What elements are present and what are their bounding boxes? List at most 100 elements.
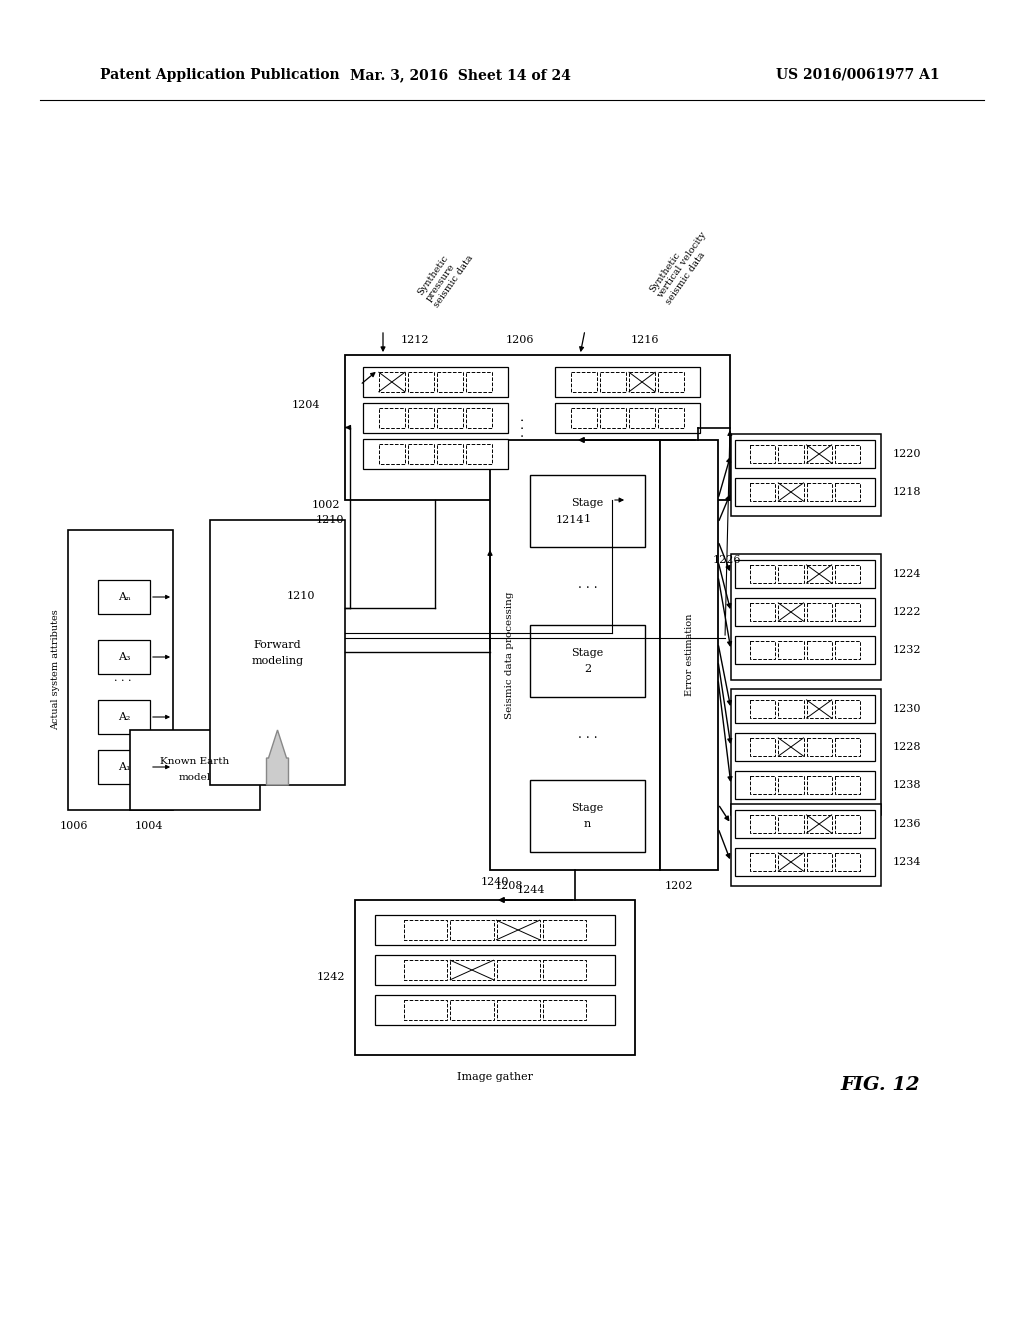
Bar [451, 1001, 494, 1020]
Bar [570, 372, 597, 392]
Bar [555, 367, 700, 397]
Text: 1208: 1208 [495, 880, 523, 891]
Bar [735, 810, 874, 838]
Text: model: model [179, 774, 211, 783]
Text: 1236: 1236 [893, 818, 922, 829]
Bar [778, 642, 804, 659]
Text: modeling: modeling [252, 656, 303, 665]
Text: 1238: 1238 [893, 780, 922, 789]
Bar [835, 853, 860, 871]
Bar [437, 372, 463, 392]
Bar [731, 689, 881, 814]
Bar [807, 565, 831, 583]
Bar [375, 915, 615, 945]
Bar [130, 730, 260, 810]
Bar [497, 1001, 540, 1020]
Text: . . .: . . . [513, 417, 526, 437]
Bar [375, 954, 615, 985]
Bar [807, 776, 831, 795]
Bar [735, 478, 874, 506]
Bar [778, 700, 804, 718]
Bar [807, 738, 831, 756]
Text: 2: 2 [584, 664, 591, 675]
Text: Image gather: Image gather [457, 1072, 534, 1082]
Text: 1: 1 [584, 513, 591, 524]
Bar [807, 814, 831, 833]
Bar [98, 750, 150, 784]
Bar [735, 771, 874, 799]
Bar [543, 920, 586, 940]
Bar [807, 853, 831, 871]
Bar [807, 700, 831, 718]
Bar [835, 738, 860, 756]
Text: 1228: 1228 [893, 742, 922, 752]
Bar [379, 372, 404, 392]
Text: 1206: 1206 [506, 335, 535, 345]
Text: 1220: 1220 [893, 449, 922, 459]
Text: 1216: 1216 [631, 335, 659, 345]
Text: Synthetic
pressure
seismic data: Synthetic pressure seismic data [416, 242, 475, 309]
Bar [600, 372, 626, 392]
Bar [497, 960, 540, 979]
Text: 1242: 1242 [316, 973, 345, 982]
Bar [362, 367, 508, 397]
Text: A₃: A₃ [118, 652, 130, 663]
Text: 1232: 1232 [893, 645, 922, 655]
Bar [379, 445, 404, 463]
Text: Actual system attributes: Actual system attributes [51, 610, 60, 730]
Bar [345, 355, 730, 500]
Bar [362, 403, 508, 433]
Bar [807, 445, 831, 463]
Text: Mar. 3, 2016  Sheet 14 of 24: Mar. 3, 2016 Sheet 14 of 24 [349, 69, 570, 82]
Text: Known Earth: Known Earth [161, 758, 229, 767]
Bar [731, 804, 881, 886]
Bar [751, 445, 775, 463]
Text: 1204: 1204 [292, 400, 319, 411]
Bar [835, 483, 860, 502]
Text: FIG. 12: FIG. 12 [840, 1076, 920, 1094]
Text: 1230: 1230 [893, 704, 922, 714]
Bar [751, 700, 775, 718]
Text: . . .: . . . [578, 578, 597, 591]
Bar [466, 372, 493, 392]
Bar [98, 700, 150, 734]
Bar [835, 445, 860, 463]
Bar [778, 776, 804, 795]
Text: 1002: 1002 [311, 500, 340, 510]
Bar [751, 738, 775, 756]
Bar [362, 440, 508, 469]
Text: . . .: . . . [115, 673, 132, 682]
Bar [778, 603, 804, 622]
Bar [437, 445, 463, 463]
Bar [751, 776, 775, 795]
Bar [408, 408, 434, 428]
Text: 1006: 1006 [60, 821, 88, 832]
Bar [466, 445, 493, 463]
Text: A₂: A₂ [118, 711, 130, 722]
Bar [778, 738, 804, 756]
Bar [778, 483, 804, 502]
Bar [68, 531, 173, 810]
Bar [835, 603, 860, 622]
Bar [404, 1001, 447, 1020]
Bar [355, 900, 635, 1055]
Bar [751, 642, 775, 659]
Polygon shape [266, 730, 289, 785]
Bar [466, 408, 493, 428]
Text: 1214: 1214 [740, 598, 768, 609]
Text: Forward: Forward [254, 639, 301, 649]
Bar [570, 408, 597, 428]
Bar [530, 780, 645, 851]
Bar [835, 814, 860, 833]
Text: Error estimation: Error estimation [684, 614, 693, 696]
Bar [835, 776, 860, 795]
Bar [835, 700, 860, 718]
Text: 1218: 1218 [893, 487, 922, 498]
Text: Seismic data processing: Seismic data processing [506, 591, 514, 719]
Bar [404, 920, 447, 940]
Bar [375, 995, 615, 1026]
Text: 1214: 1214 [556, 515, 585, 525]
Text: 1226: 1226 [713, 554, 741, 565]
Bar [98, 579, 150, 614]
Text: 1210: 1210 [315, 515, 344, 525]
